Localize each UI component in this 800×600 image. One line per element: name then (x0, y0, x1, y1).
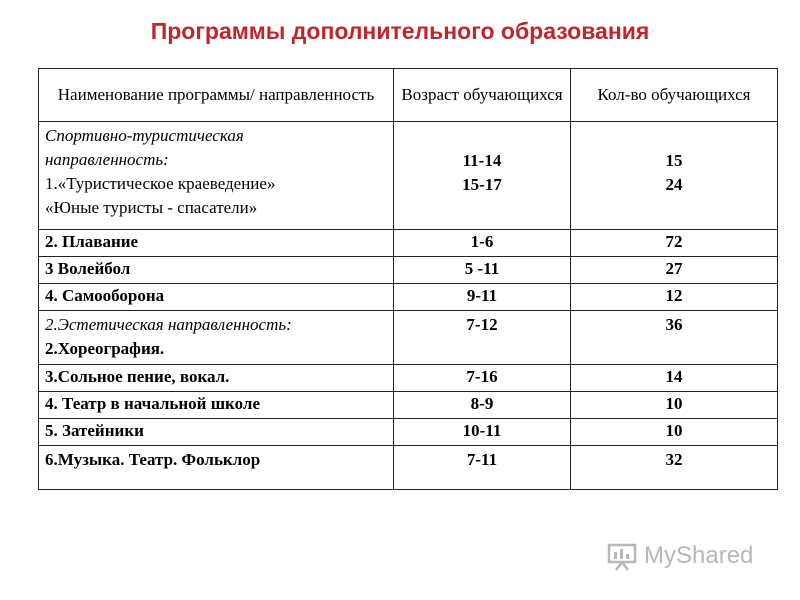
header-program: Наименование программы/ направленность (38, 68, 394, 122)
program-line: «Юные туристы - спасатели» (45, 198, 258, 217)
table-row: Спортивно-туристическая направленность: … (38, 121, 778, 230)
program-cell: 2.Эстетическая направленность: 2.Хореогр… (38, 310, 394, 365)
age-cell: 5 -11 (393, 256, 571, 284)
program-cell: Спортивно-туристическая направленность: … (38, 121, 394, 230)
age-value: 15-17 (462, 175, 502, 194)
age-cell: 7-16 (393, 364, 571, 392)
count-cell: 27 (570, 256, 778, 284)
program-cell: 2. Плавание (38, 229, 394, 257)
program-cell: 4. Самооборона (38, 283, 394, 311)
age-cell: 9-11 (393, 283, 571, 311)
group-title-line: направленность: (45, 150, 169, 169)
table-row: 6.Музыка. Театр. Фольклор 7-11 32 (38, 445, 778, 490)
table-header-row: Наименование программы/ направленность В… (38, 68, 778, 122)
programs-table: Наименование программы/ направленность В… (38, 68, 778, 490)
age-cell: 7-12 (393, 310, 571, 365)
count-cell: 14 (570, 364, 778, 392)
count-cell: 32 (570, 445, 778, 490)
page-title: Программы дополнительного образования (150, 18, 650, 44)
group-title-line: 2.Эстетическая направленность: (45, 315, 292, 334)
count-value: 15 (665, 151, 683, 170)
count-cell: 36 (570, 310, 778, 365)
program-cell: 3.Сольное пение, вокал. (38, 364, 394, 392)
table-row: 4. Самооборона 9-11 12 (38, 283, 778, 311)
table-row: 2.Эстетическая направленность: 2.Хореогр… (38, 310, 778, 365)
count-cell: 15 24 (570, 121, 778, 230)
table-row: 2. Плавание 1-6 72 (38, 229, 778, 257)
age-value: 11-14 (462, 151, 502, 170)
program-cell: 5. Затейники (38, 418, 394, 446)
program-cell: 3 Волейбол (38, 256, 394, 284)
age-cell: 11-14 15-17 (393, 121, 571, 230)
table-row: 3 Волейбол 5 -11 27 (38, 256, 778, 284)
count-cell: 10 (570, 391, 778, 419)
header-age: Возраст обучающихся (393, 68, 571, 122)
group-title-line: Спортивно-туристическая (45, 126, 244, 145)
watermark-text: MyShared (644, 542, 754, 569)
program-cell: 6.Музыка. Театр. Фольклор (38, 445, 394, 490)
program-line: 2.Хореография. (45, 339, 165, 358)
count-cell: 10 (570, 418, 778, 446)
header-count: Кол-во обучающихся (570, 68, 778, 122)
presentation-board-icon (607, 543, 637, 571)
table-row: 5. Затейники 10-11 10 (38, 418, 778, 446)
age-cell: 7-11 (393, 445, 571, 490)
age-cell: 8-9 (393, 391, 571, 419)
program-line: 1.«Туристическое краеведение» (45, 174, 276, 193)
program-cell: 4. Театр в начальной школе (38, 391, 394, 419)
count-cell: 72 (570, 229, 778, 257)
count-value: 24 (665, 175, 683, 194)
age-cell: 10-11 (393, 418, 571, 446)
count-cell: 12 (570, 283, 778, 311)
age-cell: 1-6 (393, 229, 571, 257)
table-row: 4. Театр в начальной школе 8-9 10 (38, 391, 778, 419)
watermark: MyShared (606, 538, 753, 574)
table-row: 3.Сольное пение, вокал. 7-16 14 (38, 364, 778, 392)
